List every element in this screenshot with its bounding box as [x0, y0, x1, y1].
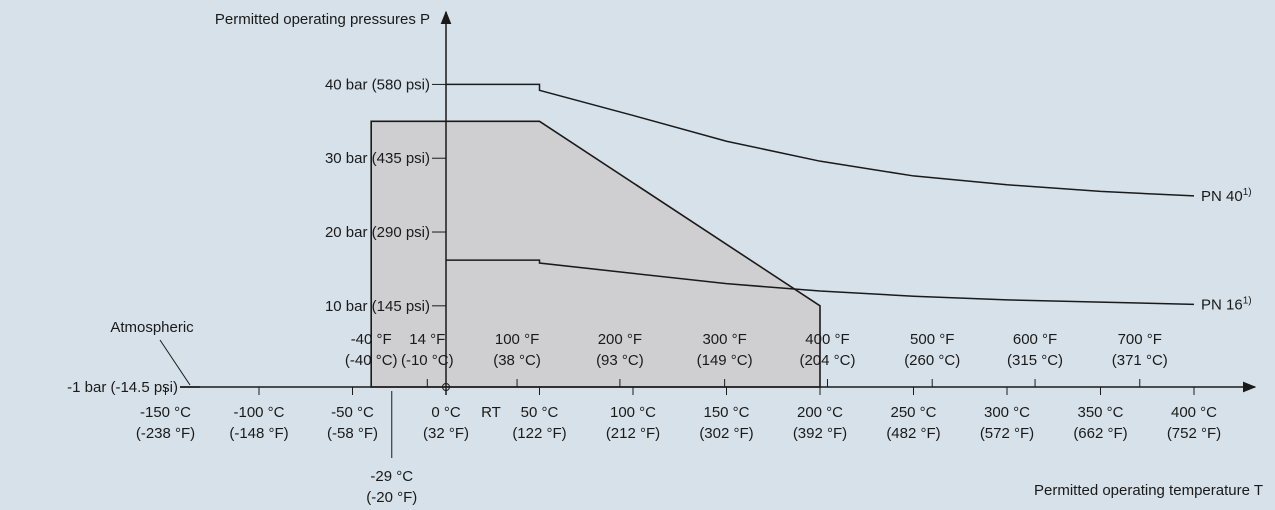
upper-x-tick-sublabel-204-c: (204 °C) [799, 352, 855, 369]
atmospheric-label: Atmospheric [110, 319, 194, 336]
upper-x-tick-sublabel-10-c: (-10 °C) [401, 352, 454, 369]
series-footnote-pn-40: 1) [1243, 187, 1252, 198]
x-tick-label-150-c: 150 °C [703, 404, 749, 421]
x-tick-sublabel-302-f: (302 °F) [699, 425, 753, 442]
x-tick-label-150-c: -150 °C [140, 404, 191, 421]
x-tick-sublabel-752-f: (752 °F) [1167, 425, 1221, 442]
y-tick-label-30-bar-435-psi: 30 bar (435 psi) [325, 150, 430, 167]
series-label-pn-40: PN 401) [1201, 187, 1252, 205]
x-tick-sublabel-572-f: (572 °F) [980, 425, 1034, 442]
x-tick-label-100-c: 100 °C [610, 404, 656, 421]
baseline-label: -1 bar (-14.5 psi) [67, 379, 178, 396]
series-footnote-pn-16: 1) [1243, 295, 1252, 306]
upper-x-tick-label-14-f: 14 °F [409, 331, 445, 348]
x-tick-sublabel-148-f: (-148 °F) [229, 425, 288, 442]
y-tick-label-20-bar-290-psi: 20 bar (290 psi) [325, 224, 430, 241]
rt-label: RT [481, 404, 501, 421]
upper-x-tick-label-40-f: -40 °F [351, 331, 392, 348]
x-tick-sublabel-122-f: (122 °F) [512, 425, 566, 442]
upper-x-tick-sublabel-315-c: (315 °C) [1007, 352, 1063, 369]
upper-x-tick-label-300-f: 300 °F [702, 331, 746, 348]
upper-x-tick-sublabel-149-c: (149 °C) [697, 352, 753, 369]
x-tick-label-50-c: 50 °C [521, 404, 559, 421]
x-tick-label-100-c: -100 °C [233, 404, 284, 421]
series-line-pn-16 [446, 259, 1195, 306]
y-tick-label-40-bar-580-psi: 40 bar (580 psi) [325, 76, 430, 93]
upper-x-tick-sublabel-38-c: (38 °C) [493, 352, 541, 369]
labels-layer: Permitted operating pressures P Permitte… [67, 11, 1263, 506]
min-temp-sublabel: (-20 °F) [366, 489, 417, 506]
x-tick-label-200-c: 200 °C [797, 404, 843, 421]
upper-x-tick-label-400-f: 400 °F [805, 331, 849, 348]
series-label-pn-16: PN 161) [1201, 295, 1252, 313]
atmospheric-leader-line [159, 339, 191, 386]
min-temp-label: -29 °C [370, 468, 413, 485]
series-layer: PN 401) PN 161) [446, 83, 1252, 313]
x-tick-label-250-c: 250 °C [890, 404, 936, 421]
upper-x-tick-label-600-f: 600 °F [1013, 331, 1057, 348]
x-tick-label-300-c: 300 °C [984, 404, 1030, 421]
upper-x-tick-sublabel-371-c: (371 °C) [1112, 352, 1168, 369]
upper-x-tick-sublabel-40-c: (-40 °C) [345, 352, 398, 369]
permitted-operating-region [370, 120, 821, 388]
upper-x-tick-label-100-f: 100 °F [495, 331, 539, 348]
x-tick-label-50-c: -50 °C [331, 404, 374, 421]
x-tick-label-0-c: 0 °C [431, 404, 461, 421]
upper-x-tick-label-200-f: 200 °F [598, 331, 642, 348]
upper-x-tick-label-700-f: 700 °F [1118, 331, 1162, 348]
permitted-region-layer [370, 120, 821, 388]
x-axis-label: Permitted operating temperature T [1034, 482, 1263, 499]
x-tick-sublabel-662-f: (662 °F) [1073, 425, 1127, 442]
x-tick-sublabel-482-f: (482 °F) [886, 425, 940, 442]
x-tick-sublabel-32-f: (32 °F) [423, 425, 469, 442]
x-tick-label-350-c: 350 °C [1077, 404, 1123, 421]
x-tick-label-400-c: 400 °C [1171, 404, 1217, 421]
x-tick-sublabel-212-f: (212 °F) [606, 425, 660, 442]
ticks-layer: -150 °C (-238 °F) -100 °C (-148 °F) -50 °C (-… [136, 76, 1221, 442]
upper-x-tick-label-500-f: 500 °F [910, 331, 954, 348]
x-tick-sublabel-58-f: (-58 °F) [327, 425, 378, 442]
y-tick-label-10-bar-145-psi: 10 bar (145 psi) [325, 298, 430, 315]
y-axis-label: Permitted operating pressures P [215, 11, 430, 28]
upper-x-tick-sublabel-93-c: (93 °C) [596, 352, 644, 369]
series-line-pn-40 [446, 83, 1195, 197]
x-tick-sublabel-392-f: (392 °F) [793, 425, 847, 442]
upper-x-tick-sublabel-260-c: (260 °C) [904, 352, 960, 369]
x-tick-sublabel-238-f: (-238 °F) [136, 425, 195, 442]
